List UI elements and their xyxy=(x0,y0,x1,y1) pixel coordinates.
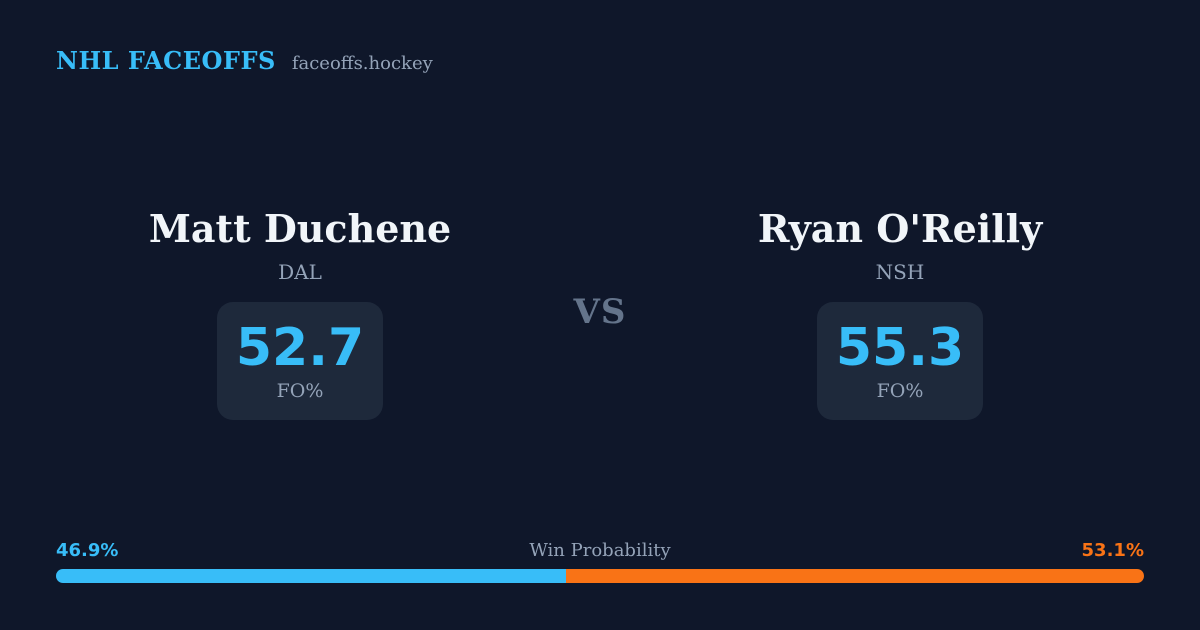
stat-box-right: 55.3 FO% xyxy=(817,302,983,420)
win-probability-labels: 46.9% Win Probability 53.1% xyxy=(56,540,1144,561)
player-left-column: Matt Duchene DAL 52.7 FO% xyxy=(148,206,452,420)
player-name: Matt Duchene xyxy=(148,206,452,251)
stat-label: FO% xyxy=(876,380,924,402)
win-prob-left-pct: 46.9% xyxy=(56,540,119,561)
win-prob-label: Win Probability xyxy=(529,540,671,561)
stat-box-left: 52.7 FO% xyxy=(217,302,383,420)
brand-title: NHL FACEOFFS xyxy=(56,46,276,75)
win-prob-right-pct: 53.1% xyxy=(1081,540,1144,561)
versus-text: VS xyxy=(573,292,627,332)
stat-value: 52.7 xyxy=(235,318,365,378)
player-team: NSH xyxy=(875,260,925,284)
stat-value: 55.3 xyxy=(835,318,965,378)
win-prob-bar-left-segment xyxy=(56,569,567,583)
win-probability-section: 46.9% Win Probability 53.1% xyxy=(56,540,1144,583)
player-right-column: Ryan O'Reilly NSH 55.3 FO% xyxy=(750,207,1050,420)
player-name: Ryan O'Reilly xyxy=(757,206,1043,251)
win-prob-bar-right-segment xyxy=(566,569,1144,583)
brand-domain: faceoffs.hockey xyxy=(291,53,433,74)
header: NHL FACEOFFS faceoffs.hockey xyxy=(56,46,433,75)
win-prob-bar xyxy=(56,569,1144,583)
stat-label: FO% xyxy=(276,380,324,402)
player-team: DAL xyxy=(278,260,322,284)
